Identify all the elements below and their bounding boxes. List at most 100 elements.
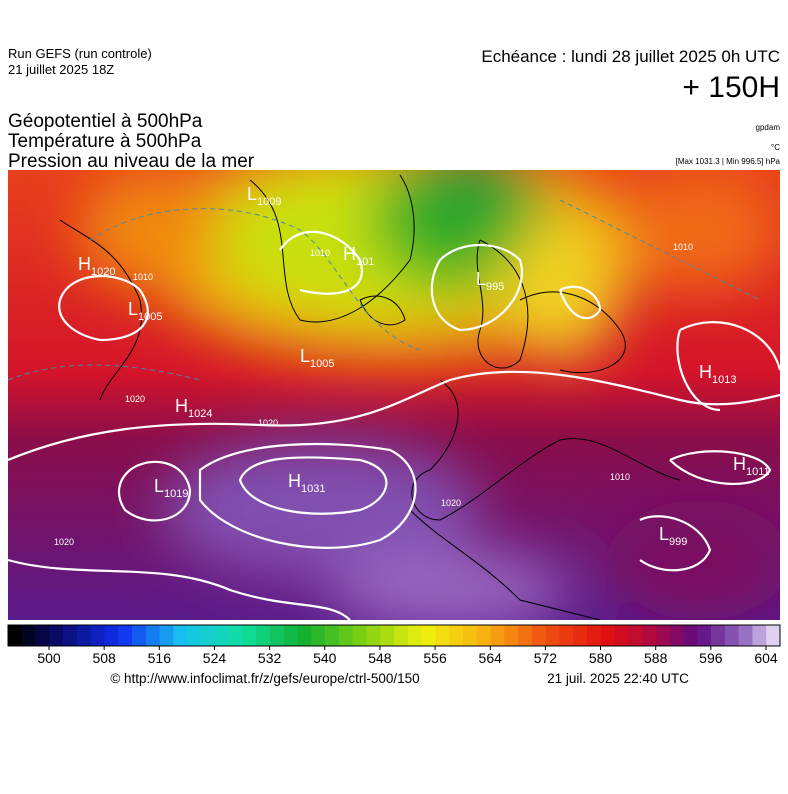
colorbar-swatch	[214, 625, 229, 646]
colorbar-swatch	[394, 625, 409, 646]
isobar-label: 1020	[125, 394, 145, 404]
colorbar-swatch	[462, 625, 478, 646]
colorbar-swatch	[380, 625, 395, 646]
colorbar-swatch	[90, 625, 105, 646]
echeance: Echéance : lundi 28 juillet 2025 0h UTC	[481, 47, 780, 66]
colorbar-swatch	[628, 625, 643, 646]
center-value: 1005	[138, 311, 162, 323]
center-letter: H	[733, 454, 746, 474]
colorbar-tick-label: 532	[258, 650, 282, 666]
colorbar-swatch	[504, 625, 519, 646]
colorbar-tick-label: 588	[644, 650, 668, 666]
pressure-center: L1009	[247, 184, 282, 208]
colorbar-swatch	[559, 625, 574, 646]
isobar-label: 1020	[54, 537, 74, 547]
center-letter: L	[476, 269, 486, 289]
pressure-center: H1011	[733, 454, 770, 478]
lead-time: + 150H	[682, 71, 780, 104]
footer-time: 21 juil. 2025 22:40 UTC	[547, 671, 689, 686]
center-value: 1005	[310, 358, 334, 370]
colorbar-swatch	[35, 625, 50, 646]
center-letter: H	[175, 396, 188, 416]
title-line: Température à 500hPa	[8, 131, 202, 152]
footer-url: © http://www.infoclimat.fr/z/gefs/europe…	[110, 671, 419, 686]
pressure-center: L1005	[300, 346, 335, 370]
colorbar-swatch	[325, 625, 340, 646]
center-letter: H	[699, 362, 712, 382]
colorbar-swatch	[711, 625, 726, 646]
colorbar-tick-label: 524	[203, 650, 227, 666]
colorbar-tick-label: 516	[148, 650, 172, 666]
colorbar-tick-label: 564	[479, 650, 503, 666]
colorbar-swatch	[145, 625, 160, 646]
unit: [Max 1031.3 | Min 996.5] hPa	[676, 157, 781, 166]
colorbar-swatch	[476, 625, 491, 646]
colorbar-tick-label: 556	[423, 650, 447, 666]
colorbar-swatch	[683, 625, 698, 646]
colorbar-swatch	[242, 625, 257, 646]
center-letter: H	[288, 471, 301, 491]
isobar-label: 1010	[133, 272, 153, 282]
pressure-center: H1013	[699, 362, 736, 386]
colorbar-swatch	[21, 625, 36, 646]
colorbar-swatch	[587, 625, 602, 646]
colorbar-swatch	[311, 625, 326, 646]
colorbar-swatch	[407, 625, 422, 646]
colorbar-swatch	[297, 625, 312, 646]
colorbar-swatch	[256, 625, 271, 646]
colorbar-swatch	[724, 625, 739, 646]
colorbar-swatch	[421, 625, 436, 646]
pressure-center: L999	[659, 524, 687, 548]
colorbar-tick-label: 604	[754, 650, 778, 666]
colorbar-swatch	[766, 625, 781, 646]
center-value: 101	[356, 256, 374, 268]
colorbar-tick-label: 580	[589, 650, 613, 666]
colorbar-swatch	[669, 625, 684, 646]
center-value: 1024	[188, 408, 212, 420]
colorbar-swatch	[118, 625, 133, 646]
center-letter: H	[78, 254, 91, 274]
isobar-label: 1020	[441, 498, 461, 508]
unit: gpdam	[756, 123, 781, 132]
center-value: 1013	[712, 374, 736, 386]
colorbar-swatch	[159, 625, 174, 646]
colorbar-swatch	[132, 625, 147, 646]
colorbar-swatch	[201, 625, 216, 646]
pressure-center: H1024	[175, 396, 212, 420]
pressure-center: L1005	[128, 299, 163, 323]
isobar-label: 1010	[310, 248, 330, 258]
colorbar-swatch	[490, 625, 505, 646]
center-value: 999	[669, 536, 687, 548]
colorbar-swatch	[449, 625, 464, 646]
colorbar-swatch	[283, 625, 298, 646]
colorbar-swatch	[545, 625, 560, 646]
colorbar-swatch	[173, 625, 188, 646]
colorbar-swatch	[366, 625, 381, 646]
colorbar-swatch	[697, 625, 712, 646]
isobar-label: 1010	[610, 472, 630, 482]
run-label: Run GEFS (run controle)	[8, 46, 152, 61]
colorbar-tick-label: 548	[368, 650, 392, 666]
colorbar-swatch	[531, 625, 546, 646]
colorbar-swatch	[573, 625, 588, 646]
pressure-center: H1020	[78, 254, 115, 278]
unit: °C	[771, 143, 780, 152]
colorbar-swatch	[738, 625, 753, 646]
colorbar-swatch	[338, 625, 353, 646]
colorbar-tick-label: 572	[534, 650, 558, 666]
colorbar-swatch	[614, 625, 629, 646]
colorbar-swatch	[76, 625, 92, 646]
center-value: 1020	[91, 266, 115, 278]
center-value: 1031	[301, 483, 325, 495]
colorbar-swatch	[752, 625, 767, 646]
colorbar-frame	[7, 624, 781, 647]
pressure-center: L1019	[154, 476, 189, 500]
center-letter: L	[659, 524, 669, 544]
colorbar-swatch	[600, 625, 615, 646]
center-letter: H	[343, 244, 356, 264]
colorbar-swatch	[435, 625, 450, 646]
center-value: 1009	[257, 196, 281, 208]
colorbar-swatch	[269, 625, 285, 646]
colorbar-swatch	[642, 625, 657, 646]
